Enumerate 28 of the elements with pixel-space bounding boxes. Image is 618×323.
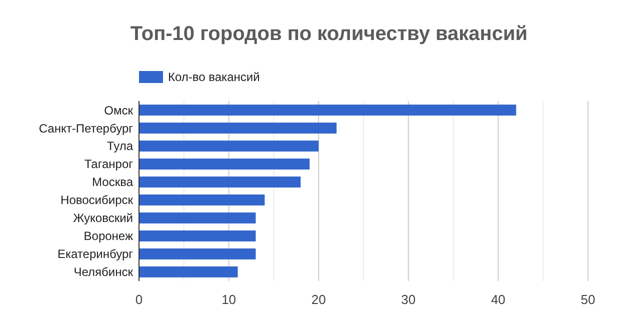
y-tick-label: Екатеринбург [58,247,134,262]
bar [139,104,516,116]
bar [139,176,301,188]
x-tick-label: 50 [580,292,596,307]
bar [139,212,256,224]
y-tick-label: Воронеж [84,229,133,244]
x-tick-label: 40 [490,292,506,307]
bar [139,248,256,260]
y-tick-label: Новосибирск [60,193,134,208]
x-tick-label: 20 [311,292,326,307]
y-tick-label: Таганрог [84,157,134,172]
y-tick-label: Жуковский [73,211,133,226]
y-tick-label: Тула [106,139,134,154]
bar [139,122,337,134]
legend-label: Кол-во вакансий [168,70,260,84]
x-tick-label: 10 [222,292,236,307]
bar [139,230,256,242]
x-tick-label: 0 [135,292,143,307]
bar [139,158,310,170]
y-tick-label: Москва [92,175,134,190]
y-tick-label: Челябинск [74,265,134,280]
x-tick-label: 30 [401,292,416,307]
bar [139,140,319,152]
bar [139,266,238,278]
y-tick-label: Санкт-Петербург [38,121,134,136]
chart-title: Топ-10 городов по количеству вакансий [130,23,528,45]
y-tick-label: Омск [104,103,134,118]
bar [139,194,265,206]
